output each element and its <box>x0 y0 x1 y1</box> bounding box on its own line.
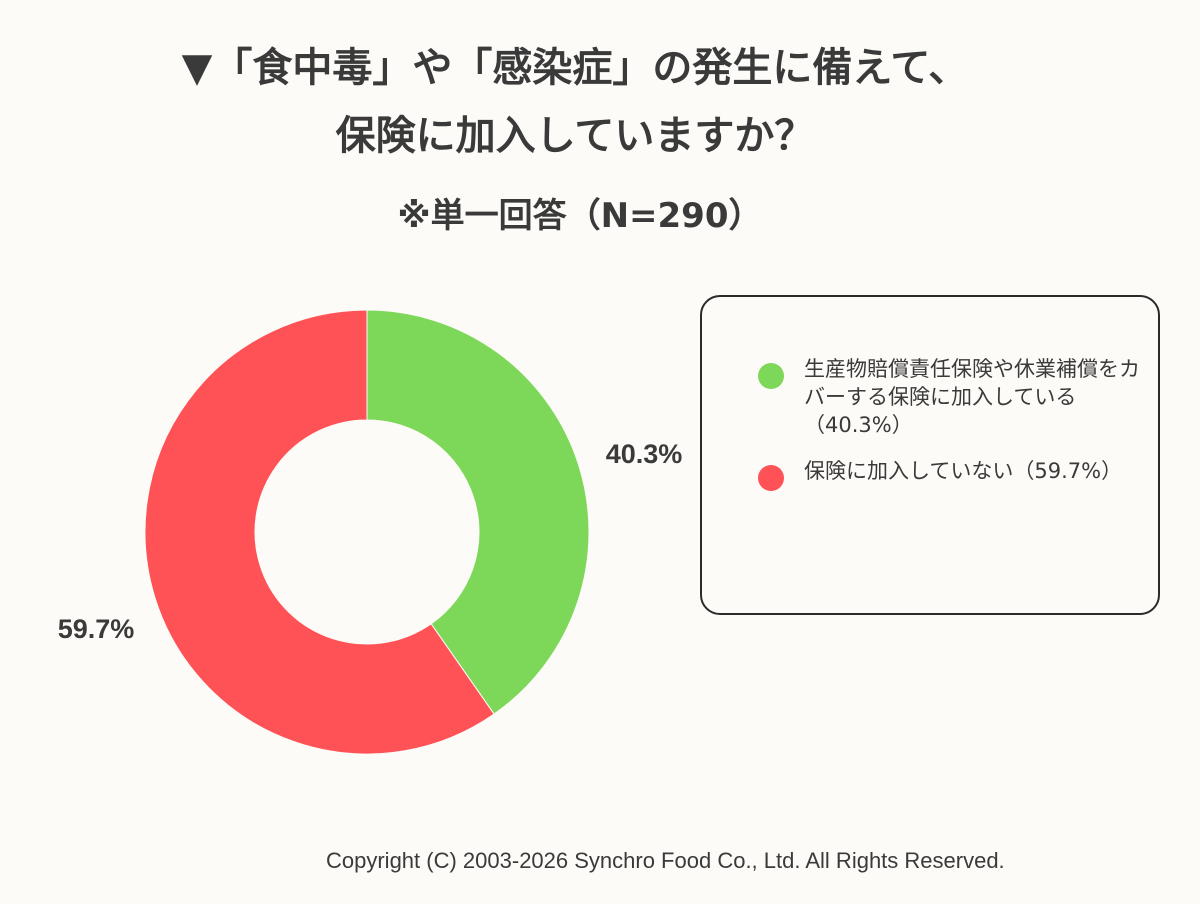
legend-swatch-insured <box>758 363 784 389</box>
legend-swatch-not-insured <box>758 465 784 491</box>
chart-subtitle: ※単一回答（N=290） <box>397 196 763 236</box>
chart-title-line-2: 保険に加入していますか？ <box>335 113 815 159</box>
donut-slice-not-insured <box>144 309 495 755</box>
legend-label-insured: 生産物賠償責任保険や休業補償をカバーする保険に加入している（40.3%） <box>804 357 1140 437</box>
legend-item-insured: 生産物賠償責任保険や休業補償をカバーする保険に加入している（40.3%） <box>758 355 1144 439</box>
legend: 生産物賠償責任保険や休業補償をカバーする保険に加入している（40.3%） 保険に… <box>700 295 1160 615</box>
copyright-notice: Copyright (C) 2003-2026 Synchro Food Co.… <box>326 848 1005 873</box>
legend-item-not-insured: 保険に加入していない（59.7%） <box>758 457 1144 491</box>
chart-title-line-1: ▼「食中毒」や「感染症」の発生に備えて、 <box>181 45 969 91</box>
legend-label-not-insured: 保険に加入していない（59.7%） <box>804 459 1123 483</box>
data-label-insured: 40.3% <box>606 439 683 469</box>
donut-slice-insured <box>366 309 590 715</box>
data-label-not-insured: 59.7% <box>58 614 135 644</box>
chart-title: ▼「食中毒」や「感染症」の発生に備えて、 保険に加入していますか？ <box>0 38 1150 166</box>
